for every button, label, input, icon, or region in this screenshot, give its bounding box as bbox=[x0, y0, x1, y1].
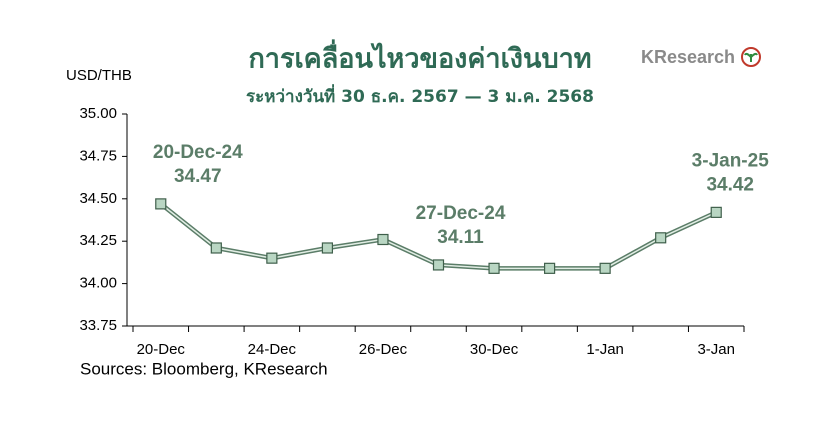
annotation-date: 3-Jan-25 bbox=[692, 150, 770, 171]
x-tick-label: 30-Dec bbox=[470, 341, 519, 358]
data-point bbox=[432, 259, 445, 271]
data-point bbox=[488, 262, 500, 274]
data-label: 34.11 bbox=[437, 227, 484, 248]
y-tick-label: 34.75 bbox=[79, 147, 117, 164]
data-point bbox=[655, 232, 667, 244]
data-point bbox=[266, 252, 278, 264]
data-point bbox=[155, 198, 167, 210]
logo-icon bbox=[741, 47, 761, 67]
data-point bbox=[710, 206, 722, 218]
y-axis-label: USD/THB bbox=[66, 67, 132, 84]
data-point bbox=[321, 242, 334, 254]
y-tick-label: 34.00 bbox=[79, 275, 117, 292]
x-tick-label: 3-Jan bbox=[697, 341, 735, 358]
data-point bbox=[377, 233, 389, 246]
logo: KResearch bbox=[641, 47, 735, 67]
y-tick-label: 34.50 bbox=[79, 190, 117, 207]
y-tick-label: 35.00 bbox=[79, 105, 117, 122]
x-tick-label: 1-Jan bbox=[586, 341, 624, 358]
x-tick-label: 20-Dec bbox=[137, 341, 186, 358]
data-label: 34.42 bbox=[706, 174, 754, 195]
chart-title: การเคลื่อนไหวของค่าเงินบาท bbox=[248, 39, 591, 75]
data-point bbox=[543, 262, 556, 274]
annotation-date: 27-Dec-24 bbox=[416, 203, 506, 224]
chart-subtitle: ระหว่างวันที่ 30 ธ.ค. 2567 — 3 ม.ค. 2568 bbox=[246, 84, 594, 107]
data-point bbox=[210, 242, 222, 254]
y-tick-label: 34.25 bbox=[79, 232, 117, 249]
x-tick-label: 26-Dec bbox=[359, 341, 408, 358]
source-note: Sources: Bloomberg, KResearch bbox=[80, 359, 328, 378]
data-point bbox=[599, 262, 611, 274]
y-tick-label: 33.75 bbox=[79, 317, 117, 334]
logo-leaf bbox=[744, 52, 758, 62]
data-label: 34.47 bbox=[174, 166, 222, 187]
x-tick-label: 24-Dec bbox=[248, 341, 297, 358]
annotation-date: 20-Dec-24 bbox=[153, 142, 243, 163]
